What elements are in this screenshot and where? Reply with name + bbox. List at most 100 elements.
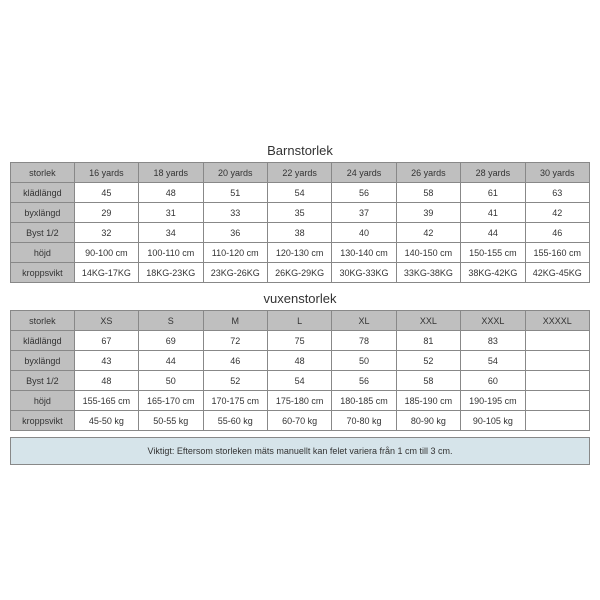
row-label: byxlängd: [11, 203, 75, 223]
col-header: XL: [332, 311, 396, 331]
table-cell: 33: [203, 203, 267, 223]
table-cell: [525, 371, 589, 391]
table-row: byxlängd43444648505254: [11, 351, 590, 371]
table-cell: 155-165 cm: [74, 391, 138, 411]
table-cell: 90-100 cm: [74, 243, 138, 263]
table-cell: 46: [525, 223, 589, 243]
table-cell: 190-195 cm: [461, 391, 525, 411]
table-cell: 55-60 kg: [203, 411, 267, 431]
table-cell: 42: [396, 223, 460, 243]
adult-title: vuxenstorlek: [10, 291, 590, 306]
table-cell: [525, 351, 589, 371]
table-cell: 34: [139, 223, 203, 243]
table-cell: 42KG-45KG: [525, 263, 589, 283]
col-header: XXXXL: [525, 311, 589, 331]
table-cell: 36: [203, 223, 267, 243]
table-cell: 54: [267, 371, 331, 391]
row-label: Byst 1/2: [11, 223, 75, 243]
table-cell: 52: [203, 371, 267, 391]
table-row: kroppsvikt45-50 kg50-55 kg55-60 kg60-70 …: [11, 411, 590, 431]
table-cell: 58: [396, 371, 460, 391]
row-label: höjd: [11, 391, 75, 411]
table-cell: 18KG-23KG: [139, 263, 203, 283]
table-cell: 50-55 kg: [139, 411, 203, 431]
measurement-note: Viktigt: Eftersom storleken mäts manuell…: [10, 437, 590, 465]
table-cell: 41: [461, 203, 525, 223]
col-header: M: [203, 311, 267, 331]
table-row: Byst 1/248505254565860: [11, 371, 590, 391]
col-header: 22 yards: [267, 163, 331, 183]
table-cell: 81: [396, 331, 460, 351]
row-label: byxlängd: [11, 351, 75, 371]
table-cell: 26KG-29KG: [267, 263, 331, 283]
table-row: kroppsvikt14KG-17KG18KG-23KG23KG-26KG26K…: [11, 263, 590, 283]
table-cell: 30KG-33KG: [332, 263, 396, 283]
table-cell: 37: [332, 203, 396, 223]
row-label: klädlängd: [11, 183, 75, 203]
col-header: S: [139, 311, 203, 331]
col-header: XXXL: [461, 311, 525, 331]
table-cell: 60: [461, 371, 525, 391]
table-cell: 50: [139, 371, 203, 391]
table-cell: 80-90 kg: [396, 411, 460, 431]
table-cell: [525, 391, 589, 411]
col-header: storlek: [11, 311, 75, 331]
col-header: 24 yards: [332, 163, 396, 183]
row-label: höjd: [11, 243, 75, 263]
table-cell: 38KG-42KG: [461, 263, 525, 283]
table-cell: 23KG-26KG: [203, 263, 267, 283]
table-cell: 100-110 cm: [139, 243, 203, 263]
table-header-row: storlek 16 yards 18 yards 20 yards 22 ya…: [11, 163, 590, 183]
table-row: höjd90-100 cm100-110 cm110-120 cm120-130…: [11, 243, 590, 263]
table-row: klädlängd4548515456586163: [11, 183, 590, 203]
table-cell: 45-50 kg: [74, 411, 138, 431]
table-cell: 33KG-38KG: [396, 263, 460, 283]
table-cell: 130-140 cm: [332, 243, 396, 263]
col-header: 16 yards: [74, 163, 138, 183]
table-cell: 60-70 kg: [267, 411, 331, 431]
table-cell: 45: [74, 183, 138, 203]
table-row: klädlängd67697275788183: [11, 331, 590, 351]
table-header-row: storlek XS S M L XL XXL XXXL XXXXL: [11, 311, 590, 331]
table-cell: 78: [332, 331, 396, 351]
table-cell: 40: [332, 223, 396, 243]
table-cell: 31: [139, 203, 203, 223]
table-cell: 155-160 cm: [525, 243, 589, 263]
col-header: 20 yards: [203, 163, 267, 183]
col-header: L: [267, 311, 331, 331]
table-cell: [525, 411, 589, 431]
table-cell: 56: [332, 371, 396, 391]
table-cell: 50: [332, 351, 396, 371]
table-cell: 83: [461, 331, 525, 351]
table-cell: 38: [267, 223, 331, 243]
table-cell: 54: [461, 351, 525, 371]
table-cell: 48: [139, 183, 203, 203]
table-cell: 14KG-17KG: [74, 263, 138, 283]
col-header: 18 yards: [139, 163, 203, 183]
table-cell: 39: [396, 203, 460, 223]
children-size-table: storlek 16 yards 18 yards 20 yards 22 ya…: [10, 162, 590, 283]
table-cell: 35: [267, 203, 331, 223]
table-row: höjd155-165 cm165-170 cm170-175 cm175-18…: [11, 391, 590, 411]
col-header: 26 yards: [396, 163, 460, 183]
table-cell: 69: [139, 331, 203, 351]
col-header: 28 yards: [461, 163, 525, 183]
table-cell: 63: [525, 183, 589, 203]
table-cell: [525, 331, 589, 351]
table-cell: 120-130 cm: [267, 243, 331, 263]
table-cell: 32: [74, 223, 138, 243]
table-cell: 110-120 cm: [203, 243, 267, 263]
row-label: kroppsvikt: [11, 263, 75, 283]
table-cell: 75: [267, 331, 331, 351]
table-cell: 43: [74, 351, 138, 371]
table-cell: 185-190 cm: [396, 391, 460, 411]
table-row: byxlängd2931333537394142: [11, 203, 590, 223]
table-cell: 70-80 kg: [332, 411, 396, 431]
table-cell: 140-150 cm: [396, 243, 460, 263]
col-header: XS: [74, 311, 138, 331]
table-cell: 90-105 kg: [461, 411, 525, 431]
table-cell: 72: [203, 331, 267, 351]
table-cell: 58: [396, 183, 460, 203]
table-cell: 29: [74, 203, 138, 223]
table-cell: 150-155 cm: [461, 243, 525, 263]
